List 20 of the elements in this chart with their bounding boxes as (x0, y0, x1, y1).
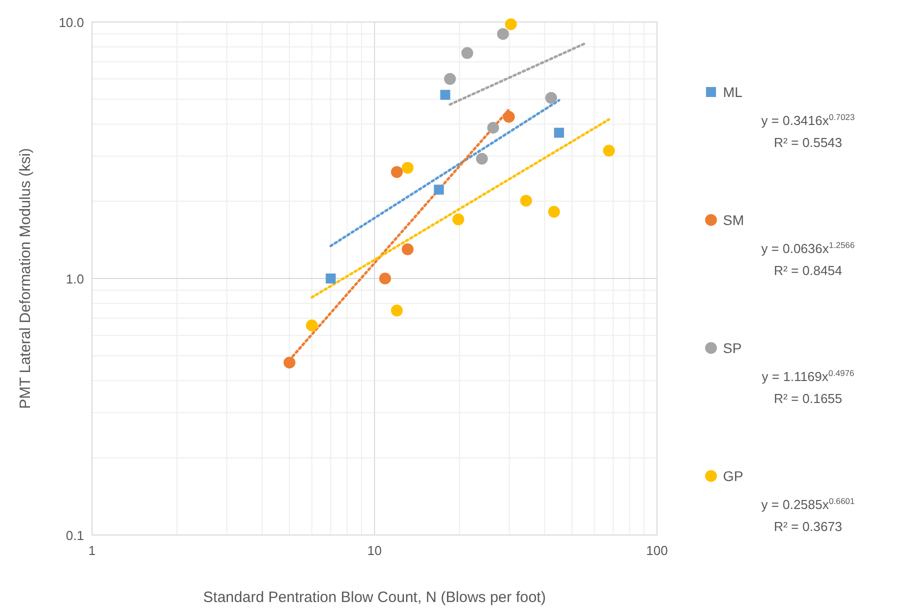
text: y = 0.2585x$^{0.6601}$ (761, 496, 855, 512)
y-tick-label: 1.0 (66, 272, 84, 286)
y-tick-label: 0.1 (66, 528, 84, 543)
x-tick-label: 100 (646, 543, 668, 558)
text: R² = 0.1655 (774, 391, 842, 406)
text: R² = 0.5543 (774, 135, 842, 150)
text: y = 1.1169x$^{0.4976}$ (762, 368, 855, 384)
legend-label: SM (723, 212, 744, 228)
x-tick-label: 1 (88, 543, 96, 558)
text: R² = 0.8454 (774, 263, 842, 278)
legend-label: SP (723, 340, 742, 356)
text: R² = 0.3673 (774, 519, 842, 534)
y-tick-label: 10.0 (58, 15, 84, 30)
legend-label: ML (723, 84, 743, 100)
text: y = 0.0636x$^{1.2566}$ (761, 240, 855, 256)
legend-label: GP (723, 468, 744, 484)
text: y = 0.3416x$^{0.7023}$ (761, 112, 855, 128)
x-axis-title: Standard Pentration Blow Count, N (Blows per foot) (203, 589, 546, 606)
x-tick-label: 10 (367, 543, 382, 558)
y-axis-title: PMT Lateral Deformation Modulus (ksi) (17, 148, 34, 409)
